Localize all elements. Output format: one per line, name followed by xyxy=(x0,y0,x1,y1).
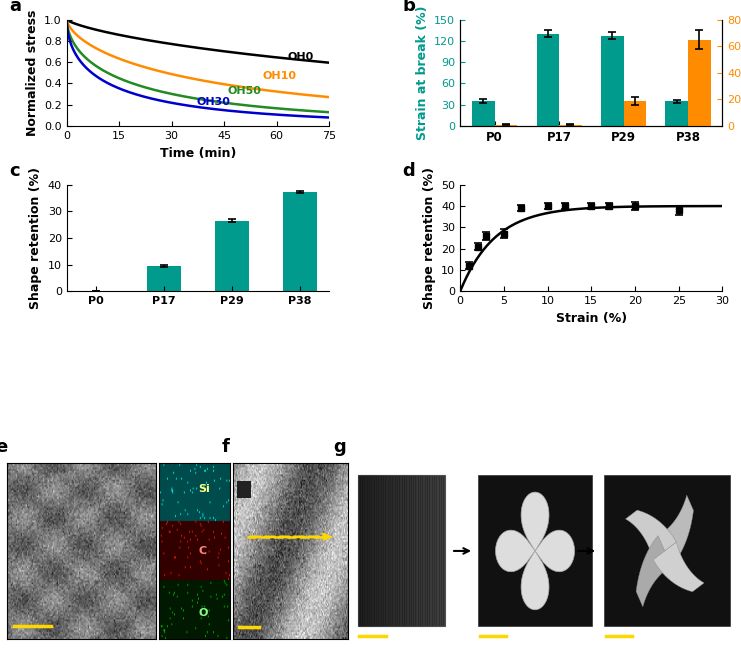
Polygon shape xyxy=(654,542,704,592)
Text: OH0: OH0 xyxy=(287,52,313,61)
Bar xyxy=(379,475,380,627)
Bar xyxy=(412,475,413,627)
Bar xyxy=(428,475,430,627)
Bar xyxy=(373,475,375,627)
Bar xyxy=(536,34,559,126)
Polygon shape xyxy=(658,495,694,566)
Bar xyxy=(411,475,412,627)
Bar xyxy=(398,475,399,627)
Bar xyxy=(416,475,417,627)
Polygon shape xyxy=(521,551,549,610)
Bar xyxy=(366,475,368,627)
Bar xyxy=(358,475,359,627)
FancyBboxPatch shape xyxy=(358,475,445,627)
Text: C: C xyxy=(198,546,206,556)
Bar xyxy=(405,475,407,627)
Bar xyxy=(237,481,250,498)
Bar xyxy=(430,475,431,627)
Bar xyxy=(413,475,416,627)
Bar xyxy=(495,125,517,126)
Bar xyxy=(623,101,646,126)
Bar xyxy=(431,475,433,627)
Bar xyxy=(385,475,388,627)
Text: e: e xyxy=(0,438,8,456)
Y-axis label: Shape retention (%): Shape retention (%) xyxy=(29,167,42,309)
Text: OH30: OH30 xyxy=(196,97,230,108)
Bar xyxy=(399,475,402,627)
Bar xyxy=(417,475,419,627)
FancyBboxPatch shape xyxy=(478,475,592,627)
Polygon shape xyxy=(496,530,535,572)
Text: O: O xyxy=(198,608,207,617)
Bar xyxy=(426,475,428,627)
Bar xyxy=(419,475,421,627)
Polygon shape xyxy=(625,510,677,559)
Bar xyxy=(391,475,393,627)
Bar xyxy=(444,475,445,627)
Bar xyxy=(442,475,444,627)
Bar xyxy=(283,192,317,291)
Text: f: f xyxy=(222,438,230,456)
Text: OH10: OH10 xyxy=(262,71,296,82)
Y-axis label: Normalized stress: Normalized stress xyxy=(25,10,39,136)
Bar xyxy=(370,475,372,627)
Bar xyxy=(359,475,361,627)
X-axis label: Strain (%): Strain (%) xyxy=(556,312,627,325)
Text: c: c xyxy=(9,162,19,180)
Bar xyxy=(422,475,425,627)
Bar xyxy=(440,475,442,627)
Bar xyxy=(601,36,623,126)
Bar xyxy=(421,475,422,627)
Text: a: a xyxy=(9,0,21,15)
Bar xyxy=(380,475,382,627)
Y-axis label: Shape retention (%): Shape retention (%) xyxy=(422,167,436,309)
Bar xyxy=(389,475,391,627)
Bar xyxy=(147,266,181,291)
Bar xyxy=(403,475,405,627)
Bar xyxy=(363,475,365,627)
Bar xyxy=(439,475,440,627)
Bar xyxy=(368,475,370,627)
Bar xyxy=(435,475,436,627)
Text: Si: Si xyxy=(198,484,210,494)
Bar xyxy=(377,475,379,627)
Y-axis label: Strain at break (%): Strain at break (%) xyxy=(416,6,428,140)
Bar xyxy=(365,475,366,627)
Bar xyxy=(382,475,384,627)
FancyBboxPatch shape xyxy=(604,475,730,627)
Polygon shape xyxy=(535,530,574,572)
Bar xyxy=(384,475,385,627)
Bar xyxy=(402,475,403,627)
X-axis label: Time (min): Time (min) xyxy=(159,147,236,160)
Text: g: g xyxy=(333,438,345,456)
Polygon shape xyxy=(636,536,671,607)
Bar xyxy=(215,220,249,291)
Bar xyxy=(396,475,398,627)
Bar xyxy=(408,475,411,627)
Bar xyxy=(393,475,394,627)
Bar xyxy=(361,475,363,627)
Bar xyxy=(372,475,373,627)
Bar xyxy=(472,101,495,126)
Bar xyxy=(375,475,377,627)
Bar xyxy=(407,475,408,627)
Bar xyxy=(436,475,439,627)
Bar xyxy=(425,475,426,627)
Bar xyxy=(665,101,688,126)
Bar xyxy=(559,125,582,126)
Bar xyxy=(688,40,711,126)
Text: OH50: OH50 xyxy=(227,85,262,96)
Bar xyxy=(388,475,389,627)
Bar xyxy=(394,475,396,627)
Text: d: d xyxy=(402,162,415,180)
Text: b: b xyxy=(402,0,415,15)
Bar xyxy=(433,475,435,627)
Polygon shape xyxy=(521,492,549,551)
